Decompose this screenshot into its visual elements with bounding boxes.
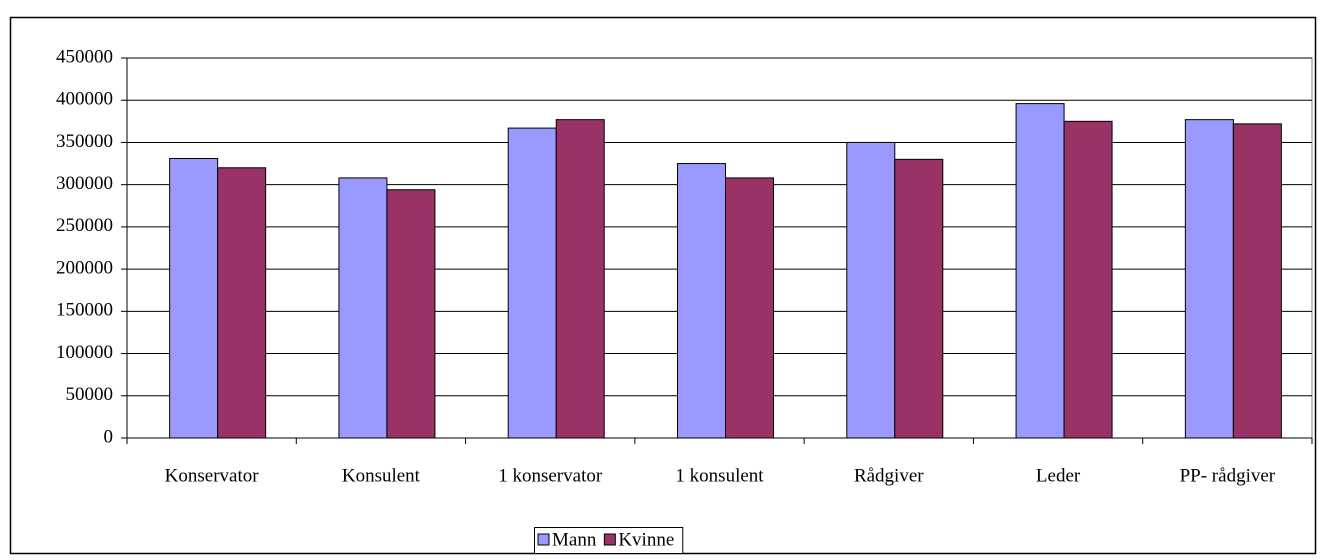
y-tick-label: 300000: [56, 173, 113, 194]
bar: [507, 127, 557, 439]
bar: [1232, 123, 1282, 439]
bar: [217, 167, 267, 439]
bar: [555, 119, 605, 439]
bar: [338, 177, 388, 439]
y-tick-label: 100000: [56, 342, 113, 363]
bar: [386, 189, 436, 439]
y-tick-label: 350000: [56, 131, 113, 152]
bar: [1015, 103, 1065, 439]
y-tick-label: 250000: [56, 215, 113, 236]
x-tick-label: Konservator: [165, 465, 260, 486]
y-tick-label: 200000: [56, 257, 113, 278]
bar: [846, 141, 896, 439]
x-tick-label: 1 konsulent: [675, 465, 764, 486]
bar: [1184, 119, 1234, 439]
bar: [894, 158, 944, 439]
x-tick-label: 1 konservator: [498, 465, 603, 486]
bar: [677, 163, 726, 439]
x-tick-label: Rådgiver: [854, 465, 924, 486]
y-tick-label: 400000: [56, 89, 113, 110]
y-tick-label: 450000: [56, 46, 113, 67]
y-tick-label: 50000: [66, 384, 114, 405]
x-tick-label: PP- rådgiver: [1180, 465, 1276, 486]
legend-label: Kvinne: [618, 529, 674, 550]
legend-swatch: [603, 533, 616, 546]
legend-label: Mann: [552, 529, 597, 550]
y-tick-label: 0: [104, 426, 114, 447]
x-tick-label: Konsulent: [342, 465, 421, 486]
bar: [1063, 120, 1113, 439]
legend-swatch: [537, 533, 550, 546]
bar: [725, 177, 774, 439]
x-tick-label: Leder: [1036, 465, 1081, 486]
bar: [169, 157, 219, 439]
y-tick-label: 150000: [56, 300, 113, 321]
